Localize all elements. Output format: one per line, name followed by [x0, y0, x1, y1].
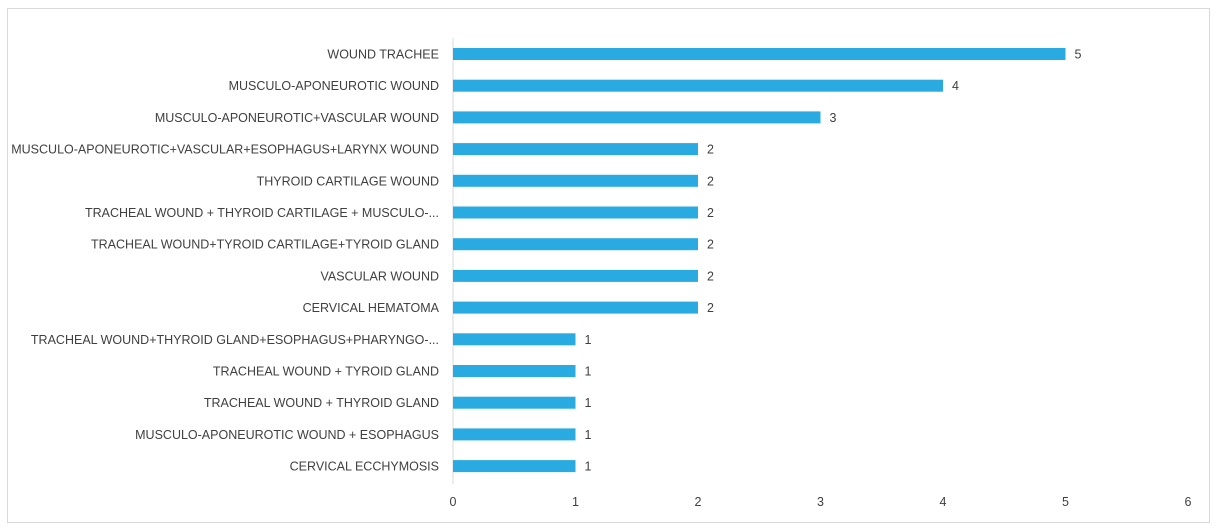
category-label: TRACHEAL WOUND+TYROID CARTILAGE+TYROID G… — [91, 238, 439, 252]
bar — [453, 269, 698, 282]
x-tick-label: 3 — [817, 495, 824, 509]
data-label: 1 — [585, 365, 592, 379]
bar — [453, 333, 576, 346]
category-label: TRACHEAL WOUND + TYROID GLAND — [213, 365, 439, 379]
bar — [453, 460, 576, 473]
category-label: CERVICAL HEMATOMA — [303, 301, 440, 315]
data-label: 3 — [830, 111, 837, 125]
x-tick-label: 4 — [940, 495, 947, 509]
category-label: MUSCULO-APONEUROTIC WOUND — [229, 79, 439, 93]
bar — [453, 111, 821, 124]
data-label: 2 — [707, 206, 714, 220]
bar — [453, 206, 698, 219]
bar — [453, 301, 698, 314]
data-label: 2 — [707, 269, 714, 283]
data-label: 2 — [707, 301, 714, 315]
data-label: 2 — [707, 238, 714, 252]
data-label: 1 — [585, 396, 592, 410]
x-tick-label: 6 — [1185, 495, 1192, 509]
data-label: 4 — [952, 79, 959, 93]
bar — [453, 174, 698, 187]
category-label: TRACHEAL WOUND + THYROID CARTILAGE + MUS… — [85, 206, 439, 220]
category-label: MUSCULO-APONEUROTIC+VASCULAR WOUND — [155, 111, 439, 125]
category-label: MUSCULO-APONEUROTIC WOUND + ESOPHAGUS — [135, 428, 439, 442]
data-label: 1 — [585, 333, 592, 347]
bar — [453, 238, 698, 251]
bar — [453, 396, 576, 409]
category-label: MUSCULO-APONEUROTIC+VASCULAR+ESOPHAGUS+L… — [11, 143, 439, 157]
data-label: 1 — [585, 428, 592, 442]
x-tick-label: 5 — [1062, 495, 1069, 509]
chart-frame — [7, 8, 1210, 523]
data-label: 2 — [707, 143, 714, 157]
data-label: 5 — [1075, 48, 1082, 62]
category-label: TRACHEAL WOUND + THYROID GLAND — [204, 396, 439, 410]
bar — [453, 365, 576, 377]
category-label: THYROID CARTILAGE WOUND — [257, 174, 439, 188]
x-tick-label: 2 — [695, 495, 702, 509]
data-label: 1 — [585, 460, 592, 474]
category-label: TRACHEAL WOUND+THYROID GLAND+ESOPHAGUS+P… — [31, 333, 439, 347]
bar — [453, 428, 576, 441]
x-tick-label: 0 — [450, 495, 457, 509]
category-label: VASCULAR WOUND — [320, 269, 439, 283]
bar — [453, 48, 1066, 60]
data-label: 2 — [707, 174, 714, 188]
category-label: CERVICAL ECCHYMOSIS — [290, 460, 439, 474]
bar — [453, 143, 698, 156]
bar — [453, 79, 943, 92]
category-label: WOUND TRACHEE — [327, 48, 439, 62]
x-tick-label: 1 — [572, 495, 579, 509]
